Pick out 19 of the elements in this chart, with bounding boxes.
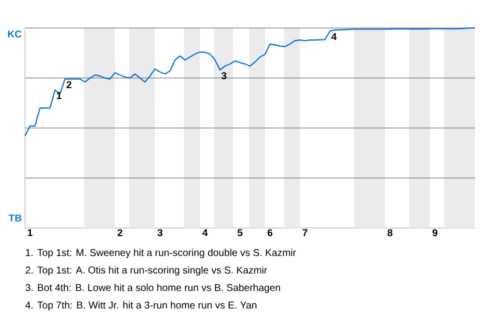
x-tick-label: 3 <box>157 229 162 236</box>
x-tick-label: 9 <box>432 229 438 236</box>
text: TB <box>8 214 22 222</box>
annotation: 2 <box>66 81 72 88</box>
x-tick-label: 4 <box>202 229 208 236</box>
x-tick-label: 6 <box>268 229 272 236</box>
text: 1. Top 1st: M. Sweeney hit a run-scoring double vs S. Kazmir <box>26 248 296 258</box>
annotation: 1 <box>56 92 62 100</box>
x-tick-label: 7 <box>302 229 308 236</box>
x-tick-label: 2 <box>118 229 122 236</box>
annotation: 4 <box>331 33 337 40</box>
text: KC <box>8 30 22 38</box>
x-tick-label: 5 <box>238 229 242 236</box>
x-tick-label: 8 <box>388 229 392 236</box>
text: 2. Top 1st: A. Otis hit a run-scoring single vs S. Kazmir <box>26 266 268 276</box>
annotation: 3 <box>221 72 226 80</box>
text: 3. Bot 4th: B. Lowe hit a solo home run vs B. Saberhagen <box>26 284 280 294</box>
x-tick-label: 1 <box>28 229 32 236</box>
text: 4. Top 7th: B. Witt Jr. hit a 3-run home run vs E. Yan <box>25 301 256 311</box>
